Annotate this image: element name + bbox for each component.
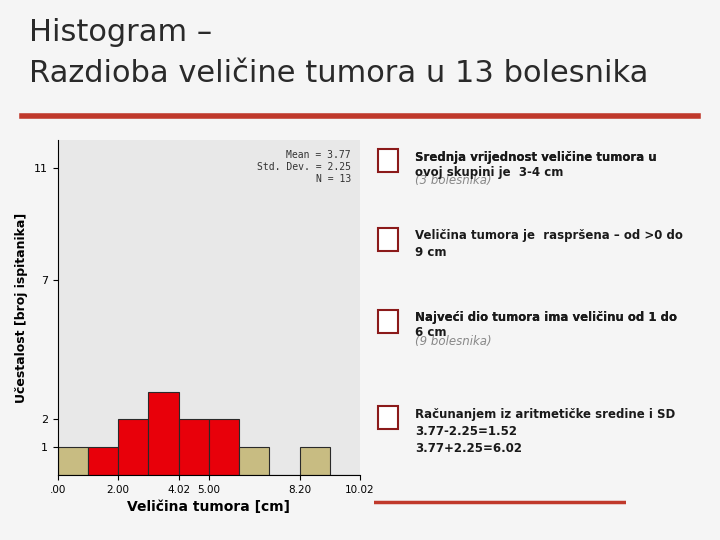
Text: Srednja vrijednost veličine tumora u: Srednja vrijednost veličine tumora u	[415, 151, 657, 164]
Text: Najveći dio tumora ima veličinu od 1 do: Najveći dio tumora ima veličinu od 1 do	[415, 312, 677, 325]
Text: (3 bolesnika): (3 bolesnika)	[415, 174, 492, 187]
FancyBboxPatch shape	[378, 149, 398, 172]
X-axis label: Veličina tumora [cm]: Veličina tumora [cm]	[127, 501, 290, 515]
Text: Histogram –: Histogram –	[29, 18, 212, 47]
Bar	[118, 420, 148, 475]
Y-axis label: Učestalost [broj ispitanika]: Učestalost [broj ispitanika]	[15, 213, 28, 403]
Text: Veličina tumora je  raspršena – od >0 do
9 cm: Veličina tumora je raspršena – od >0 do …	[415, 230, 683, 259]
Bar	[148, 392, 179, 475]
Bar	[239, 447, 269, 475]
Bar	[300, 447, 330, 475]
Text: (9 bolesnika): (9 bolesnika)	[415, 334, 492, 348]
Text: Najveći dio tumora ima veličinu od 1 do
6 cm: Najveći dio tumora ima veličinu od 1 do …	[415, 312, 677, 339]
Text: Računanjem iz aritmetičke sredine i SD
3.77-2.25=1.52
3.77+2.25=6.02: Računanjem iz aritmetičke sredine i SD 3…	[415, 408, 675, 455]
Bar	[88, 447, 118, 475]
Text: Srednja vrijednost veličine tumora u
ovoj skupini je  3-4 cm: Srednja vrijednost veličine tumora u ovo…	[415, 151, 657, 179]
Bar	[58, 447, 88, 475]
FancyBboxPatch shape	[378, 227, 398, 251]
Text: Razdioba veličine tumora u 13 bolesnika: Razdioba veličine tumora u 13 bolesnika	[29, 59, 648, 89]
Bar	[179, 420, 209, 475]
FancyBboxPatch shape	[378, 406, 398, 429]
Text: Mean = 3.77
Std. Dev. = 2.25
N = 13: Mean = 3.77 Std. Dev. = 2.25 N = 13	[257, 151, 351, 184]
FancyBboxPatch shape	[378, 309, 398, 333]
Bar	[209, 420, 239, 475]
